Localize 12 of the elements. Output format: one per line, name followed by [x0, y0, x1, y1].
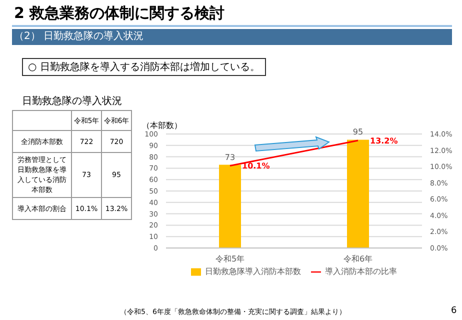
text: 日勤救急隊の導入状況	[21, 94, 123, 108]
data-label: 10.1%	[242, 162, 270, 171]
data-label: 73	[224, 152, 236, 162]
text: ○ 日勤救急隊を導入する消防本部は増加している。	[22, 58, 266, 76]
text: 2 救急業務の体制に関する検討	[14, 4, 225, 23]
data-label: 13.2%	[370, 136, 398, 146]
text: 6	[451, 306, 457, 316]
data-label: 95	[352, 128, 364, 137]
legend-label: 日勤救急隊導入消防本部数	[205, 267, 301, 276]
legend-label: 導入消防本部の比率	[325, 267, 397, 276]
y-axis-title: （本部数）	[142, 120, 182, 131]
text: （2） 日勤救急隊の導入状況	[12, 29, 452, 45]
